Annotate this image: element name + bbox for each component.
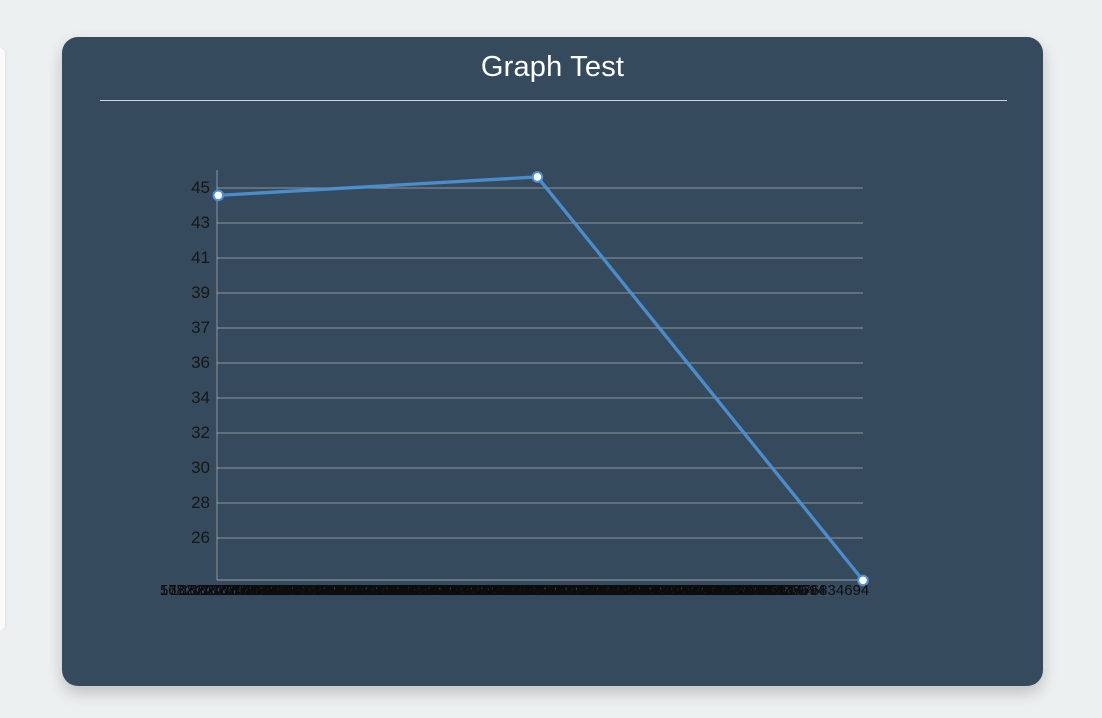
x-tick-label: 1682476783694 — [191, 582, 300, 599]
x-tick-label: 1682476821694 — [591, 582, 700, 599]
x-axis-labels: 577 1682476780694 1682476781694 16824767826… — [62, 582, 1043, 602]
y-tick-label: 34 — [191, 388, 210, 407]
data-point-marker — [531, 171, 544, 183]
x-tick-label: 1682476812694 — [496, 582, 605, 599]
data-line — [216, 175, 865, 583]
x-tick-label: 1682476833694 — [717, 582, 826, 599]
x-tick-label: 1682476802694 — [391, 582, 500, 599]
x-tick-label: 1682476801694 — [380, 582, 490, 599]
x-tick-label: 1682476831694 — [696, 582, 805, 599]
x-tick-label: 1682476828694 — [664, 582, 774, 599]
title-divider — [100, 100, 1007, 101]
x-tick-label: 1682476810694 — [475, 582, 584, 599]
x-tick-label: 1682476804694 — [412, 582, 521, 599]
y-axis-labels: 45 43 41 39 37 36 34 32 30 28 26 — [62, 37, 210, 686]
x-tick-label: 1682476822694 — [601, 582, 711, 599]
x-tick-label: 1682476790694 — [264, 582, 374, 599]
x-tick-label: 1682476819694 — [570, 582, 679, 599]
x-tick-label: 1682476834694 — [760, 582, 870, 599]
x-tick-label: 1682476803694 — [401, 582, 511, 599]
x-tick-label: 1682476806694 — [433, 582, 542, 599]
x-tick-label: 1682476826694 — [643, 582, 753, 599]
x-tick-label: 1682476796694 — [328, 582, 437, 599]
y-tick-label: 26 — [191, 528, 210, 547]
x-tick-label: 1682476815694 — [527, 582, 637, 599]
data-point-marker — [857, 574, 869, 587]
x-tick-label: 1682476785694 — [212, 582, 321, 599]
y-tick-label: 45 — [191, 178, 210, 197]
chart-svg — [212, 170, 869, 587]
x-tick-label: 1682476817694 — [549, 582, 658, 599]
y-tick-label: 32 — [191, 423, 210, 442]
x-tick-label: 1682476824694 — [622, 582, 732, 599]
x-tick-label: 577 — [160, 582, 186, 599]
x-tick-label: 1682476829694 — [675, 582, 784, 599]
x-tick-label: 1682476784694 — [201, 582, 311, 599]
x-tick-label: 1682476797694 — [338, 582, 448, 599]
x-tick-label: 1682476832694 — [706, 582, 816, 599]
x-tick-label: 1682476808694 — [454, 582, 563, 599]
y-tick-label: 43 — [191, 213, 210, 232]
x-tick-label: 1682476789694 — [254, 582, 363, 599]
x-tick-label: 1682476798694 — [349, 582, 458, 599]
y-tick-label: 36 — [191, 353, 210, 372]
graph-card: Graph Test 45 43 41 39 37 36 34 32 30 28 26 577 168… — [62, 37, 1043, 686]
x-tick-label: 1682476818694 — [559, 582, 668, 599]
x-tick-label: 1682476809694 — [464, 582, 574, 599]
x-tick-label: 1682476794694 — [307, 582, 416, 599]
x-tick-label: 1682476830694 — [685, 582, 795, 599]
x-tick-label: 1682476800694 — [370, 582, 479, 599]
x-tick-label: 1682476782694 — [180, 582, 290, 599]
x-tick-label: 1682476786694 — [222, 582, 332, 599]
y-tick-label: 41 — [191, 248, 210, 267]
y-tick-label: 37 — [191, 318, 210, 337]
y-tick-label: 28 — [191, 493, 210, 512]
adjacent-card-edge — [0, 48, 5, 630]
x-tick-label: 1682476813694 — [506, 582, 616, 599]
x-tick-label: 1682476823694 — [612, 582, 721, 599]
x-tick-label: 1682476795694 — [317, 582, 427, 599]
x-tick-label: 1682476791694 — [275, 582, 384, 599]
x-tick-label: 1682476816694 — [538, 582, 647, 599]
x-tick-label: 1682476799694 — [359, 582, 469, 599]
y-tick-label: 30 — [191, 458, 210, 477]
x-tick-label: 1682476780694 — [159, 582, 269, 599]
x-tick-label: 1682476827694 — [654, 582, 763, 599]
data-point-marker — [212, 189, 225, 202]
x-tick-label: 1682476811694 — [486, 582, 594, 599]
x-tick-label: 1682476787694 — [233, 582, 342, 599]
x-tick-label: 1682476788694 — [243, 582, 353, 599]
x-tick-label: 1682476807694 — [443, 582, 553, 599]
x-tick-label: 1682476825694 — [633, 582, 742, 599]
x-tick-label: 1682476792694 — [286, 582, 395, 599]
x-tick-label: 1682476814694 — [517, 582, 626, 599]
x-tick-label: 1682476820694 — [580, 582, 690, 599]
x-tick-label: 1682476793694 — [296, 582, 405, 599]
y-tick-label: 39 — [191, 283, 210, 302]
x-tick-label: 1682476781694 — [170, 582, 279, 599]
chart-title: Graph Test — [480, 51, 625, 83]
x-tick-label: 1682476805694 — [422, 582, 532, 599]
